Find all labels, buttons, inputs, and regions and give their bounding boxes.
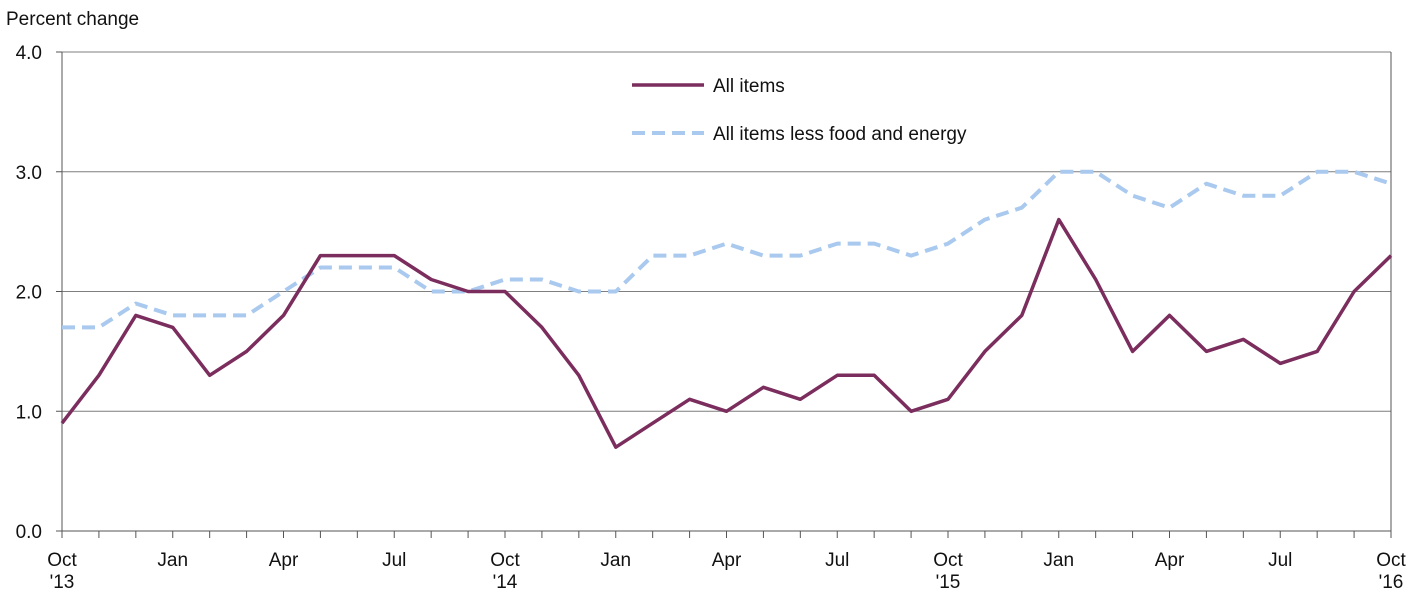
y-axis-title: Percent change [6,9,139,30]
y-tick-label: 3.0 [16,163,42,184]
x-tick-year-label: '13 [50,572,75,593]
legend-label-0: All items [713,76,785,97]
series-lines [60,169,1393,449]
y-tick-label: 0.0 [16,522,42,543]
x-tick-label: Oct [47,550,77,571]
x-tick-label: Jan [157,550,188,571]
x-tick-label: Jan [600,550,631,571]
y-tick-labels: 0.0 1.0 2.0 3.0 4.0 [16,43,42,543]
x-tick-label: Jul [825,550,849,571]
x-tick-year-label: '16 [1379,572,1404,593]
y-tick-label: 2.0 [16,283,42,304]
y-tick-label: 4.0 [16,43,42,64]
x-tick-label: Jul [382,550,406,571]
x-tick-year-label: '14 [493,572,518,593]
x-tick-label: Jan [1043,550,1074,571]
x-tick-label: Oct [490,550,520,571]
y-tick-label: 1.0 [16,402,42,423]
x-tick-label: Apr [1155,550,1185,571]
x-tick-label: Oct [1376,550,1406,571]
x-tick-label: Apr [712,550,742,571]
series-line-0 [60,217,1393,449]
x-tick-label: Oct [933,550,963,571]
series-line-1 [62,169,1392,330]
x-tick-label: Apr [269,550,299,571]
x-tick-year-label: '15 [936,572,961,593]
x-tick-label: Jul [1268,550,1292,571]
legend: All items All items less food and energy [632,76,967,145]
axes [56,51,1392,538]
legend-label-1: All items less food and energy [713,124,967,145]
